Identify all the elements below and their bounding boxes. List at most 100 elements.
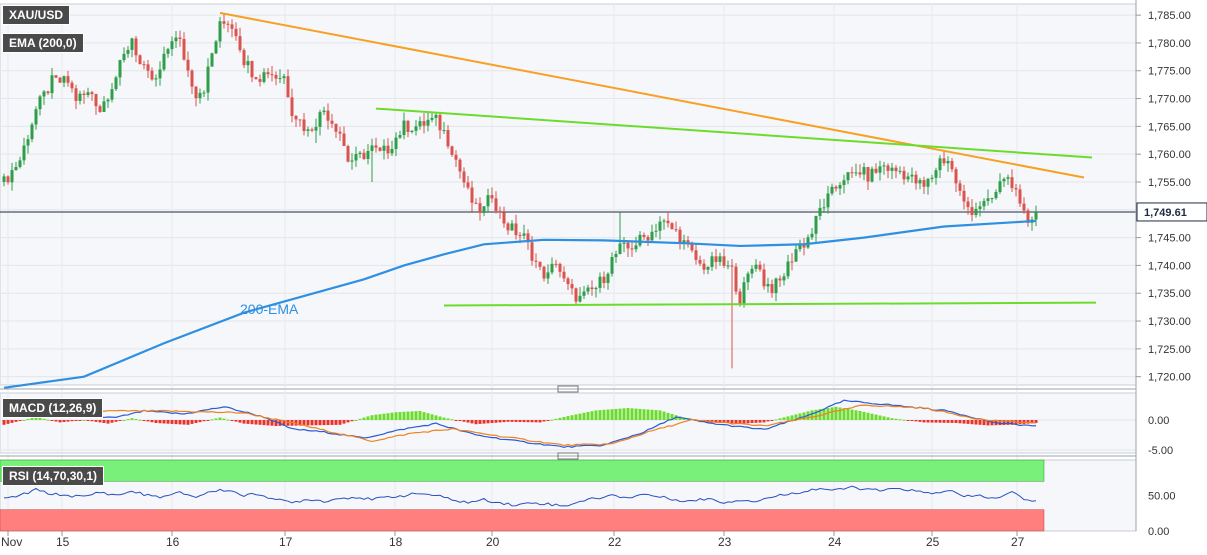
- candle-body: [854, 172, 858, 174]
- candle-body: [86, 92, 90, 96]
- candle-body: [898, 170, 902, 172]
- macd-histogram-bar: [410, 411, 414, 420]
- macd-histogram-bar: [58, 420, 62, 423]
- macd-histogram-bar: [398, 412, 402, 420]
- pane-resize-handle: [557, 452, 579, 460]
- macd-histogram-bar: [78, 420, 82, 421]
- candle-body: [114, 77, 118, 90]
- macd-histogram-bar: [882, 416, 886, 420]
- candle-body: [590, 287, 594, 290]
- candle-body: [442, 130, 446, 132]
- candle-body: [554, 263, 558, 265]
- candle-body: [242, 50, 246, 66]
- candle-body: [634, 245, 638, 250]
- candle-body: [102, 101, 106, 112]
- macd-histogram-bar: [98, 420, 102, 423]
- macd-histogram-bar: [974, 420, 978, 425]
- candle-body: [822, 207, 826, 209]
- macd-line: [3, 399, 1037, 449]
- candle-body: [90, 92, 94, 95]
- macd-histogram-bar: [730, 420, 734, 424]
- macd-histogram-bar: [622, 408, 626, 420]
- macd-histogram-bar: [222, 418, 226, 420]
- candle-body: [850, 172, 854, 174]
- candle-body: [22, 145, 26, 161]
- trendline-orange: [219, 11, 1085, 179]
- macd-histogram-bar: [950, 420, 954, 423]
- candle-body: [30, 124, 34, 140]
- macd-histogram-bar: [450, 419, 454, 421]
- candle-body: [706, 266, 710, 270]
- macd-histogram-bar: [294, 420, 298, 426]
- macd-histogram-bar: [70, 420, 74, 422]
- candle-body: [18, 160, 22, 167]
- candle-body: [782, 276, 786, 281]
- candle-body: [1022, 203, 1026, 211]
- macd-histogram-bar: [130, 418, 134, 420]
- candle-body: [334, 123, 338, 132]
- candle-body: [278, 78, 282, 80]
- macd-histogram-bar: [862, 411, 866, 420]
- macd-histogram-bar: [782, 417, 786, 420]
- candle-body: [458, 159, 462, 172]
- candle-body: [426, 119, 430, 126]
- macd-histogram-bar: [586, 412, 590, 420]
- candle-body: [586, 287, 590, 292]
- y-tick-label: 1,760.00: [1148, 149, 1191, 161]
- macd-histogram-bar: [266, 420, 270, 426]
- macd-histogram-bar: [830, 407, 834, 420]
- candle-body: [34, 109, 38, 125]
- macd-histogram-bar: [6, 420, 10, 424]
- candle-body: [342, 133, 346, 147]
- macd-histogram-bar: [998, 420, 1002, 426]
- macd-histogram-bar: [474, 420, 478, 425]
- candle-body: [402, 120, 406, 136]
- macd-histogram-bar: [390, 412, 394, 420]
- macd-histogram-bar: [206, 420, 210, 421]
- x-tick-label: 16: [166, 535, 180, 549]
- trendline-green: [443, 301, 1097, 307]
- candle-body: [818, 207, 822, 217]
- macd-histogram-bar: [926, 420, 930, 423]
- candle-body: [646, 236, 650, 241]
- macd-histogram-bar: [834, 406, 838, 420]
- candle-body: [830, 186, 834, 194]
- macd-histogram-bar: [146, 420, 150, 422]
- candle-body: [542, 266, 546, 279]
- candle-body: [230, 24, 234, 29]
- macd-histogram-bar: [678, 416, 682, 420]
- candle-body: [890, 167, 894, 171]
- macd-histogram-bar: [530, 420, 534, 423]
- candle-body: [390, 148, 394, 154]
- candle-body: [422, 121, 426, 126]
- x-tick-label: 22: [608, 535, 622, 549]
- candle-body: [254, 77, 258, 80]
- macd-histogram-bar: [930, 420, 934, 423]
- candle-body: [46, 91, 50, 94]
- candle-body: [870, 168, 874, 182]
- macd-histogram-bar: [178, 420, 182, 425]
- rsi-y-tick-label: 50.00: [1148, 491, 1176, 503]
- macd-histogram-bar: [30, 417, 34, 420]
- y-tick-label: 1,785.00: [1148, 10, 1191, 22]
- candle-body: [158, 69, 162, 79]
- candle-body: [258, 79, 262, 82]
- macd-histogram-bar: [838, 407, 842, 420]
- macd-histogram-bar: [562, 417, 566, 420]
- candle-body: [546, 272, 550, 279]
- macd-histogram-bar: [74, 420, 78, 421]
- macd-histogram-bar: [442, 417, 446, 420]
- candle-body: [918, 180, 922, 184]
- macd-histogram-bar: [598, 410, 602, 420]
- candles-group: [2, 13, 1038, 369]
- candle-body: [686, 240, 690, 244]
- macd-histogram-bar: [826, 408, 830, 420]
- macd-histogram-bar: [522, 420, 526, 423]
- candle-body: [754, 264, 758, 269]
- candle-body: [538, 261, 542, 267]
- candle-body: [378, 147, 382, 151]
- x-tick-label: 18: [389, 535, 403, 549]
- macd-histogram-bar: [550, 419, 554, 421]
- macd-histogram-bar: [746, 420, 750, 424]
- macd-histogram-bar: [242, 420, 246, 424]
